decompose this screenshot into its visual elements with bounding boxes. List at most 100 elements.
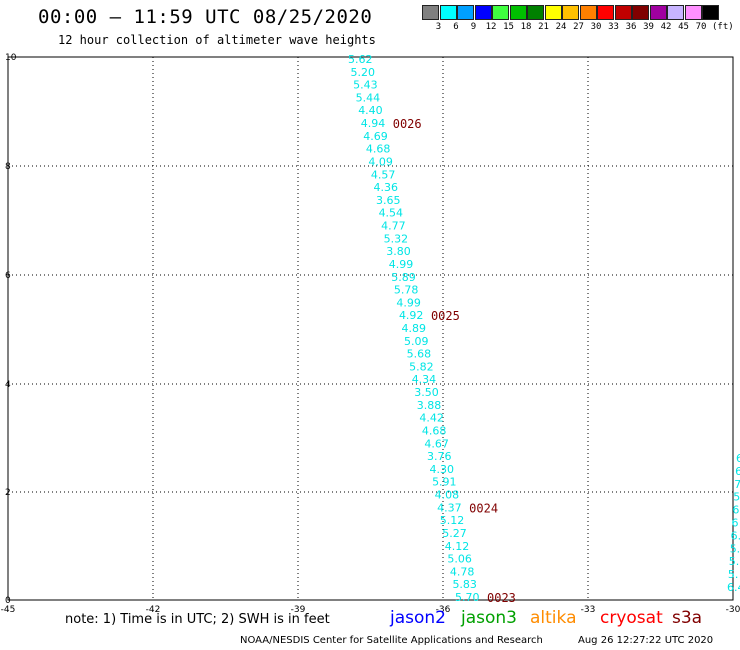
wave-height-value: 4.37 bbox=[437, 501, 462, 514]
legend-swatch bbox=[544, 5, 562, 20]
wave-height-value: 4.77 bbox=[381, 220, 406, 233]
latitude-tick-label: 6 bbox=[5, 271, 11, 281]
footer-timestamp: Aug 26 12:27:22 UTC 2020 bbox=[578, 635, 714, 646]
legend-swatch bbox=[649, 5, 667, 20]
wave-height-value: 5.32 bbox=[384, 232, 409, 245]
longitude-tick-label: -36 bbox=[436, 605, 451, 615]
legend-unit-label: (ft) bbox=[712, 22, 734, 32]
legend-swatch bbox=[457, 5, 474, 20]
edge-wave-height-value: 5. bbox=[730, 542, 740, 555]
legend-swatch bbox=[684, 5, 702, 20]
wave-height-value: 4.68 bbox=[366, 143, 391, 156]
wave-height-value: 5.62 bbox=[348, 53, 373, 66]
wave-height-value: 5.91 bbox=[432, 476, 457, 489]
wave-height-value: 5.20 bbox=[351, 66, 376, 79]
wave-height-value: 4.30 bbox=[430, 463, 455, 476]
legend-tick-label: 42 bbox=[660, 22, 672, 32]
longitude-tick-label: -39 bbox=[291, 605, 306, 615]
wave-height-value: 4.99 bbox=[389, 258, 414, 271]
legend-tick-label: 33 bbox=[608, 22, 619, 32]
edge-wave-height-value: 5 bbox=[733, 491, 740, 504]
pass-time-label: 0025 bbox=[431, 309, 460, 323]
wave-height-value: 5.89 bbox=[391, 271, 416, 284]
wave-height-value: 5.44 bbox=[356, 91, 381, 104]
wave-height-value: 4.54 bbox=[379, 207, 404, 220]
legend-tick-label: 21 bbox=[538, 22, 549, 32]
wave-height-value: 4.69 bbox=[363, 130, 388, 143]
legend-swatch bbox=[632, 5, 649, 20]
wave-height-value: 5.06 bbox=[447, 553, 472, 566]
latitude-tick-label: 10 bbox=[5, 53, 17, 63]
wave-height-value: 3.80 bbox=[386, 245, 411, 258]
edge-wave-height-value: 6 bbox=[735, 465, 740, 478]
wave-height-value: 5.68 bbox=[407, 348, 432, 361]
longitude-tick-label: -33 bbox=[581, 605, 596, 615]
wave-height-value: 3.76 bbox=[427, 450, 452, 463]
edge-wave-height-value: 5. bbox=[729, 555, 740, 568]
latitude-tick-label: 2 bbox=[5, 488, 11, 498]
wave-height-value: 4.67 bbox=[424, 437, 449, 450]
wave-height-value: 5.78 bbox=[394, 284, 419, 297]
legend-swatch bbox=[597, 5, 614, 20]
legend-tick-label: 70 bbox=[695, 22, 707, 32]
wave-height-value: 3.65 bbox=[376, 194, 401, 207]
wave-height-value: 4.57 bbox=[371, 168, 396, 181]
legend-tick-label: 27 bbox=[573, 22, 584, 32]
legend-tick-label: 24 bbox=[555, 22, 567, 32]
wave-height-value: 4.78 bbox=[450, 565, 475, 578]
legend-swatch bbox=[474, 5, 492, 20]
footer-credit: NOAA/NESDIS Center for Satellite Applica… bbox=[240, 635, 543, 646]
wave-height-value: 4.89 bbox=[402, 322, 427, 335]
legend-swatch bbox=[579, 5, 597, 20]
satellite-label-altika: altika bbox=[530, 608, 577, 628]
pass-time-label: 0024 bbox=[469, 501, 498, 515]
wave-height-value: 4.36 bbox=[373, 181, 398, 194]
legend-tick-label: 18 bbox=[520, 22, 532, 32]
satellite-label-jason3: jason3 bbox=[461, 608, 517, 628]
edge-wave-height-value: 6 bbox=[732, 504, 739, 517]
legend-swatch bbox=[702, 5, 719, 20]
legend-tick-label: 6 bbox=[453, 22, 459, 32]
legend-swatch bbox=[422, 5, 439, 20]
map-frame bbox=[7, 56, 734, 601]
wave-height-value: 4.12 bbox=[445, 540, 470, 553]
wave-height-value: 5.12 bbox=[440, 514, 465, 527]
wave-height-value: 5.43 bbox=[353, 79, 378, 92]
satellite-label-cryosat: cryosat bbox=[600, 608, 663, 628]
latitude-tick-label: 8 bbox=[5, 162, 11, 172]
wave-height-value: 4.42 bbox=[419, 412, 444, 425]
latitude-tick-label: 4 bbox=[5, 380, 11, 390]
legend-tick-label: 15 bbox=[503, 22, 514, 32]
wave-height-value: 5.70 bbox=[455, 591, 480, 604]
legend-swatch bbox=[492, 5, 509, 20]
longitude-tick-label: -42 bbox=[146, 605, 161, 615]
edge-wave-height-value: 6. bbox=[731, 529, 740, 542]
satellite-label-jason2: jason2 bbox=[390, 608, 446, 628]
longitude-tick-label: -45 bbox=[1, 605, 16, 615]
wave-height-value: 5.82 bbox=[409, 360, 434, 373]
edge-wave-height-value: 6 bbox=[732, 517, 739, 530]
edge-wave-height-value: 7 bbox=[734, 478, 740, 491]
legend-tick-label: 12 bbox=[485, 22, 497, 32]
wave-height-value: 3.88 bbox=[417, 399, 442, 412]
wave-height-value: 4.40 bbox=[358, 104, 383, 117]
edge-wave-height-value: 6.4 bbox=[727, 581, 740, 594]
wave-height-value: 4.92 bbox=[399, 309, 424, 322]
wave-height-value: 3.50 bbox=[414, 386, 439, 399]
legend-tick-label: 3 bbox=[435, 22, 442, 32]
satellite-label-s3a: s3a bbox=[672, 608, 703, 628]
wave-height-value: 4.99 bbox=[396, 296, 421, 309]
legend-tick-label: 36 bbox=[625, 22, 637, 32]
legend-tick-label: 30 bbox=[590, 22, 602, 32]
wave-height-value: 4.34 bbox=[412, 373, 437, 386]
wave-height-value: 5.27 bbox=[442, 527, 467, 540]
legend-tick-label: 39 bbox=[643, 22, 654, 32]
page-subtitle: 12 hour collection of altimeter wave hei… bbox=[58, 33, 376, 47]
edge-wave-height-value: 6 bbox=[736, 452, 740, 465]
edge-wave-height-value: 5. bbox=[728, 568, 739, 581]
wave-height-value: 4.68 bbox=[422, 424, 447, 437]
latitude-tick-label: 0 bbox=[5, 596, 11, 606]
page-title: 00:00 – 11:59 UTC 08/25/2020 bbox=[38, 6, 373, 28]
longitude-tick-label: -30 bbox=[726, 605, 740, 615]
